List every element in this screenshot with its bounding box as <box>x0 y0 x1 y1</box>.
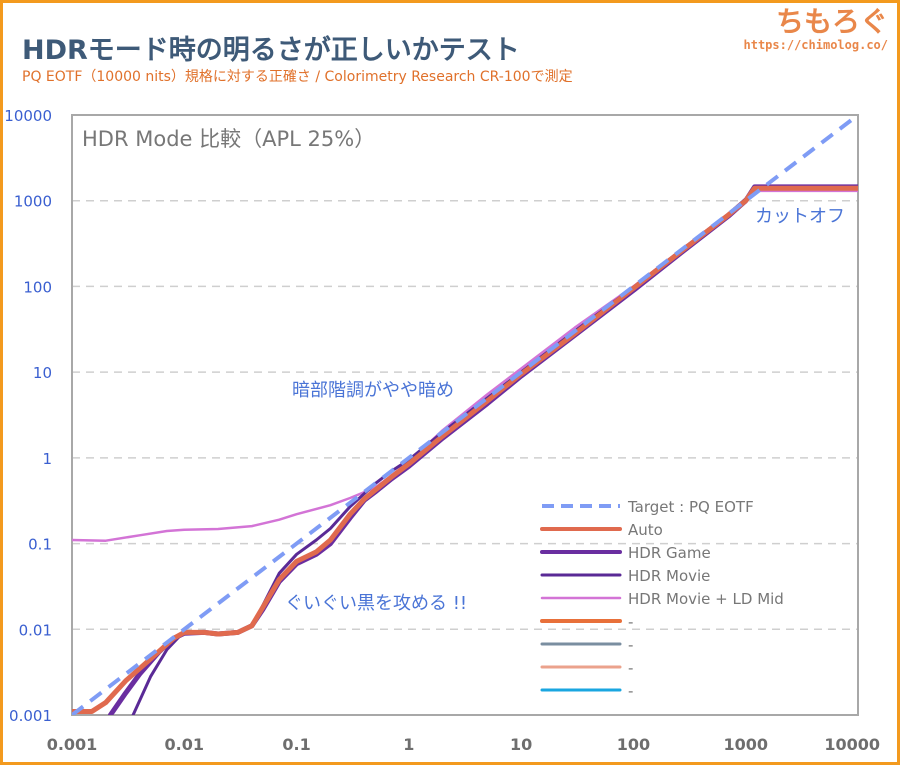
page-title: HDRモード時の明るさが正しいかテスト <box>22 35 520 66</box>
site-logo: ちもろぐ https://chimolog.co/ <box>743 5 889 53</box>
series-line-0 <box>72 115 858 715</box>
x-tick-label: 10 <box>510 735 532 754</box>
legend-label: - <box>628 682 633 700</box>
series-lines <box>72 115 858 715</box>
x-tick-label: 1000 <box>723 735 768 754</box>
grid-lines <box>72 199 858 631</box>
series-line-1 <box>72 185 858 714</box>
series-line-4 <box>72 189 858 542</box>
legend-label: - <box>628 636 633 654</box>
x-tick-label: 0.01 <box>165 735 204 754</box>
x-tick-label: 10000 <box>824 735 880 754</box>
y-tick-label: 10 <box>33 364 52 382</box>
annotation-label: カットオフ <box>755 206 845 227</box>
y-tick-label: 100 <box>23 278 52 296</box>
legend-label: HDR Movie <box>628 567 710 585</box>
legend-label: HDR Movie + LD Mid <box>628 590 784 608</box>
y-tick-label: 0.001 <box>9 707 52 725</box>
legend-label: - <box>628 613 633 631</box>
x-tick-label: 0.1 <box>282 735 310 754</box>
legend-label: Auto <box>628 521 663 539</box>
legend-label: HDR Game <box>628 544 711 562</box>
x-axis-ticks: 0.001 0.01 0.1 1 10 100 1000 10000 <box>47 735 880 754</box>
y-tick-label: 10000 <box>4 107 52 125</box>
page-subtitle: PQ EOTF（10000 nits）規格に対する正確さ / Colorimet… <box>22 69 573 85</box>
series-line-3 <box>131 185 858 715</box>
annotation-label: 暗部階調がやや暗め <box>292 380 454 401</box>
y-tick-label: 0.01 <box>19 621 52 639</box>
x-tick-label: 1 <box>403 735 414 754</box>
x-tick-label: 0.001 <box>47 735 98 754</box>
y-tick-label: 1 <box>42 450 52 468</box>
x-tick-label: 100 <box>617 735 650 754</box>
legend-label: Target : PQ EOTF <box>627 498 754 516</box>
legend: Target : PQ EOTF Auto HDR Game HDR Movie HDR… <box>540 498 784 700</box>
chart-title: HDR Mode 比較（APL 25%） <box>82 127 375 151</box>
legend-label: - <box>628 659 633 677</box>
plot-area <box>71 114 859 716</box>
y-tick-label: 1000 <box>14 193 52 211</box>
y-tick-label: 0.1 <box>28 536 52 554</box>
y-axis-ticks: 0.001 0.01 0.1 1 10 100 1000 10000 <box>4 107 52 725</box>
logo-url: https://chimolog.co/ <box>743 38 889 52</box>
logo-mark: ちもろぐ <box>775 5 888 38</box>
annotation-label: ぐいぐい黒を攻める !! <box>285 593 467 614</box>
